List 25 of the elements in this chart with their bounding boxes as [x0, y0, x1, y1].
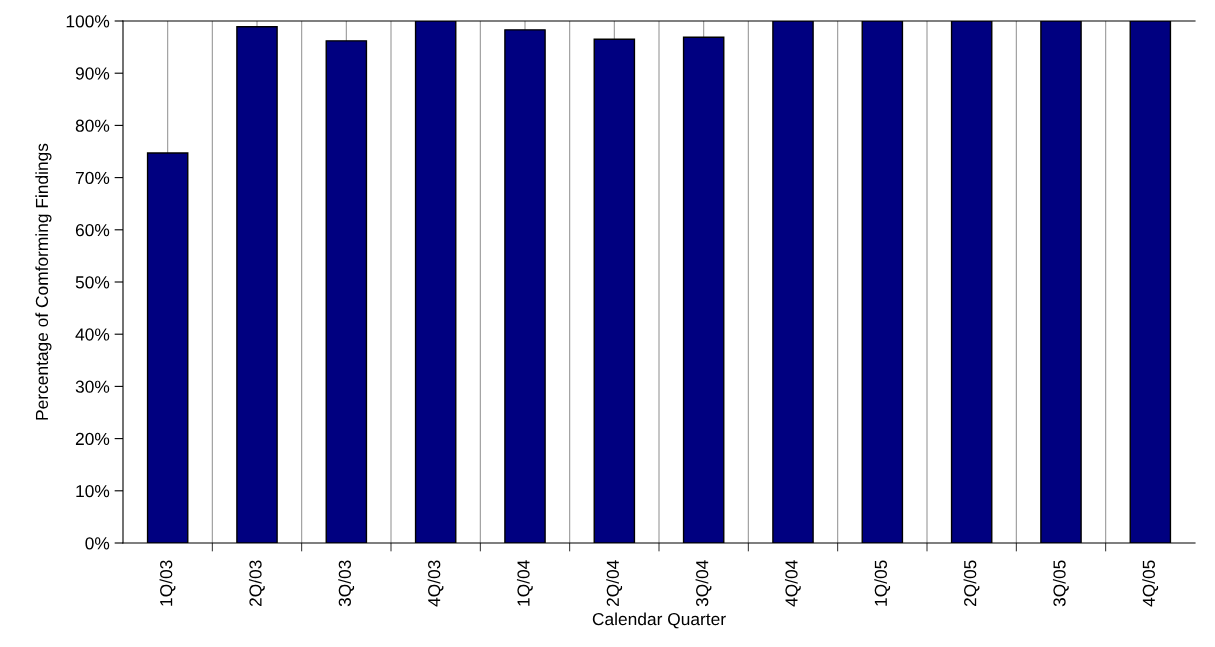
x-tick-label: 2Q/03	[248, 560, 265, 607]
y-tick-label: 80%	[75, 119, 110, 132]
x-tick-label: 1Q/04	[516, 560, 533, 606]
y-tick-label: 100%	[66, 15, 110, 28]
y-tick-label: 50%	[75, 276, 110, 289]
y-tick-label: 20%	[75, 432, 110, 446]
y-tick-label: 40%	[75, 328, 110, 341]
y-axis-title: Percentage of Comforming Findings	[35, 143, 52, 420]
x-tick-label: 3Q/05	[1052, 560, 1069, 607]
x-tick-label: 3Q/03	[338, 560, 355, 607]
x-tick-label: 1Q/05	[874, 560, 891, 606]
x-tick-label: 2Q/04	[606, 560, 623, 607]
x-tick-label: 4Q/03	[427, 560, 444, 607]
y-tick-label: 30%	[75, 380, 110, 393]
x-tick-label: 4Q/04	[784, 560, 801, 607]
x-tick-label: 4Q/05	[1142, 560, 1159, 607]
x-tick-label: 2Q/05	[963, 560, 980, 607]
y-tick-label: 70%	[75, 171, 110, 185]
y-tick-label: 90%	[75, 67, 110, 80]
x-axis-title: Calendar Quarter	[592, 612, 726, 629]
x-tick-label: 1Q/03	[159, 560, 176, 606]
x-tick-label: 3Q/04	[695, 560, 712, 607]
y-tick-label: 60%	[75, 223, 110, 237]
y-tick-label: 0%	[85, 537, 110, 550]
y-tick-label: 10%	[76, 484, 110, 498]
